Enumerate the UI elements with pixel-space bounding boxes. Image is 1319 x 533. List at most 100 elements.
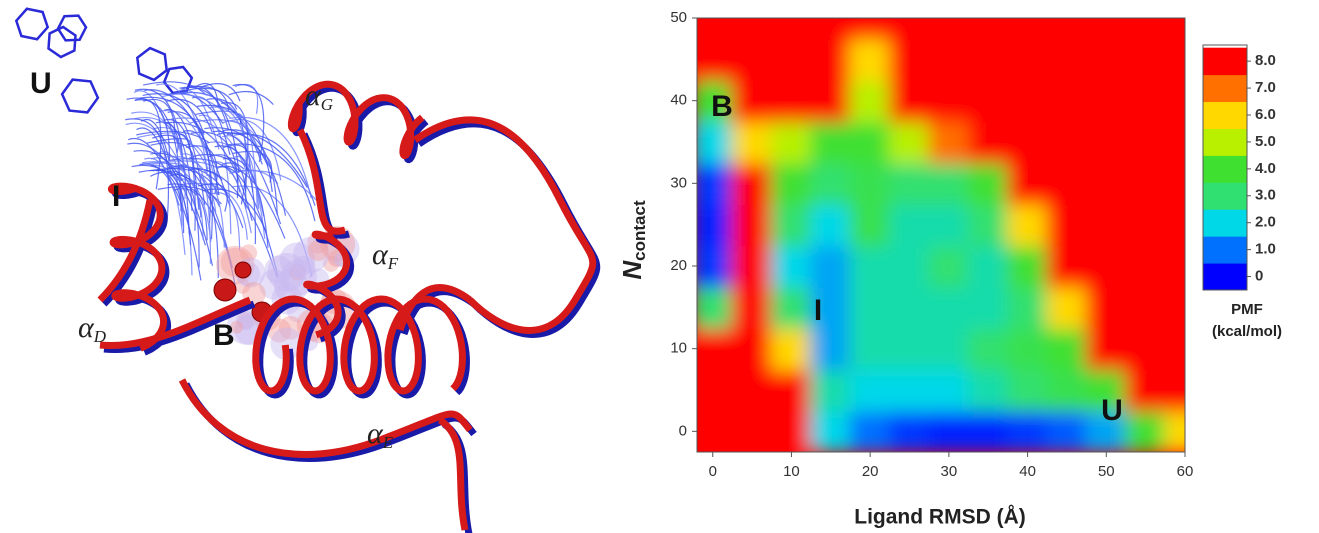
pmf-cell [810, 37, 852, 81]
pmf-cell [770, 79, 813, 123]
bound-pose [273, 268, 309, 303]
y-label-symbol: N [617, 260, 647, 280]
y-label-subscript: contact [630, 200, 649, 261]
ligand-trajectory [139, 96, 220, 196]
pmf-cell [810, 203, 852, 247]
colorbar-tick-label: 0 [1255, 268, 1263, 285]
x-tick-label: 60 [1177, 463, 1194, 480]
ligand-ring [135, 46, 169, 82]
bound-pose [270, 327, 303, 360]
pmf-cell [849, 120, 891, 164]
pmf-cell [731, 161, 773, 205]
colorbar-tick-label: 4.0 [1255, 160, 1276, 177]
pmf-cell [770, 327, 813, 371]
bound-pose [267, 318, 292, 343]
ligand-trajectory [208, 106, 254, 193]
pmf-cell [1006, 37, 1049, 81]
ligand-trajectory [152, 134, 179, 154]
label-symbol: α [367, 417, 384, 450]
pmf-cell [1124, 285, 1167, 329]
ligand-trajectory [228, 90, 274, 106]
ligand-trajectory [139, 163, 202, 281]
coil [413, 116, 597, 334]
pmf-cell [1124, 120, 1167, 164]
ligand-ring [14, 7, 50, 41]
pmf-cell [1085, 37, 1127, 81]
ligand-trajectory [142, 81, 208, 96]
pmf-cell [1164, 409, 1185, 452]
pmf-cell [1164, 203, 1185, 247]
label-symbol: α [78, 311, 95, 344]
pmf-cell [928, 120, 970, 164]
pmf-cell [1046, 327, 1088, 371]
contour-plot [697, 18, 1185, 452]
pmf-cell [810, 120, 852, 164]
pmf-cell [770, 409, 813, 452]
ligand-trajectory [204, 127, 287, 216]
colorbar-frame [1202, 44, 1248, 291]
x-tick-label: 10 [783, 463, 800, 480]
pmf-cell [770, 120, 813, 164]
pmf-cell [1124, 161, 1167, 205]
ligand-trajectory [166, 98, 213, 132]
pmf-cell [967, 368, 1009, 412]
pmf-cell [928, 244, 970, 288]
ligand-ring [47, 25, 77, 59]
colorbar-title: PMF [1231, 301, 1263, 318]
colorbar-tick-label: 1.0 [1255, 241, 1276, 258]
ligand-trajectory [168, 174, 202, 218]
pmf-cell [849, 203, 891, 247]
pmf-cell [849, 37, 891, 81]
pmf-cell [928, 203, 970, 247]
y-tick-label: 20 [670, 257, 687, 274]
pmf-cell [849, 18, 891, 40]
ligand-trajectory [202, 83, 241, 102]
pmf-cell [967, 18, 1009, 40]
pmf-cell [697, 120, 734, 164]
pmf-cell [928, 37, 970, 81]
colorbar-band [1203, 182, 1247, 210]
pmf-cell [1085, 161, 1127, 205]
pmf-cell [888, 18, 931, 40]
ligand-trajectory [163, 155, 225, 248]
colorbar-band [1203, 155, 1247, 183]
pmf-cell [1085, 285, 1127, 329]
ligand-trajectory [143, 98, 176, 135]
pmf-cell [888, 368, 931, 412]
coil [296, 128, 346, 235]
coil [103, 300, 256, 354]
structure-label: αE [367, 417, 394, 452]
helix [107, 182, 168, 352]
pmf-cell [1164, 161, 1185, 205]
pmf-cell [967, 161, 1009, 205]
x-tick-label: 40 [1019, 463, 1036, 480]
pmf-cell [1124, 409, 1167, 452]
ligand-trajectory [189, 153, 245, 170]
bound-pose [289, 263, 306, 281]
atom [213, 278, 237, 302]
region-label: U [1101, 394, 1123, 427]
ligand-trajectory [157, 186, 221, 207]
pmf-cell [928, 18, 970, 40]
bound-pose [267, 252, 307, 292]
y-tick-label: 30 [670, 174, 687, 191]
label-subscript: E [382, 433, 394, 452]
pmf-cell [810, 327, 852, 371]
colorbar-band [1203, 101, 1247, 129]
pmf-cell [888, 120, 931, 164]
helix [252, 295, 466, 395]
pmf-cell [1085, 18, 1127, 40]
pmf-cell [1006, 120, 1049, 164]
pmf-cell [928, 327, 970, 371]
colorbar-band [1203, 47, 1247, 76]
pmf-cell [770, 161, 813, 205]
pmf-cell [967, 327, 1009, 371]
pmf-cell [697, 161, 734, 205]
pmf-cell [810, 18, 852, 40]
label-symbol: α [305, 79, 322, 112]
contour-field [697, 18, 1185, 452]
pmf-cell [1164, 244, 1185, 288]
pmf-cell [888, 327, 931, 371]
pmf-cell [1164, 327, 1185, 371]
plot-frame [696, 17, 1186, 453]
